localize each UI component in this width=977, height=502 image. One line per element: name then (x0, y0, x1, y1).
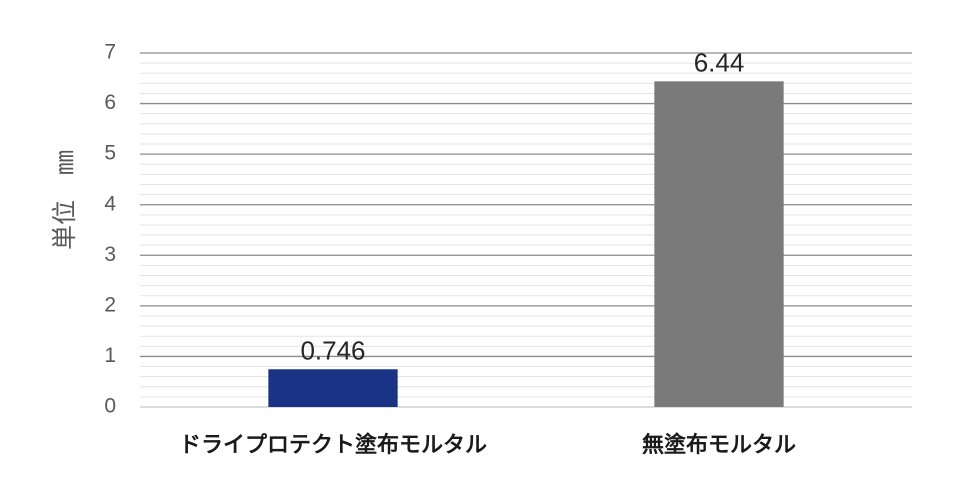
y-tick-label: 4 (104, 192, 116, 215)
major-grid-lines (140, 52, 912, 408)
y-axis-title: 単位 ㎜ (50, 150, 79, 250)
minor-grid-lines (140, 62, 912, 408)
y-tick-label: 6 (104, 91, 116, 114)
y-axis-tick-labels: 0 1 2 3 4 5 6 7 (104, 41, 116, 418)
bar (654, 81, 784, 407)
x-axis-category-labels: ドライプロテクト塗布モルタル 無塗布モルタル (179, 432, 796, 458)
bar (268, 369, 398, 407)
bar-value-label: 6.44 (694, 47, 745, 77)
category-label: 無塗布モルタル (642, 432, 796, 458)
y-tick-label: 5 (104, 142, 116, 165)
bar-value-label: 0.746 (300, 335, 365, 365)
category-label: ドライプロテクト塗布モルタル (179, 432, 487, 458)
bars (268, 81, 784, 407)
y-tick-label: 0 (104, 395, 116, 418)
y-tick-label: 2 (104, 293, 116, 316)
y-tick-label: 3 (104, 243, 116, 266)
data-labels: 0.746 6.44 (300, 47, 744, 365)
y-tick-label: 7 (104, 41, 116, 64)
y-tick-label: 1 (104, 344, 116, 367)
